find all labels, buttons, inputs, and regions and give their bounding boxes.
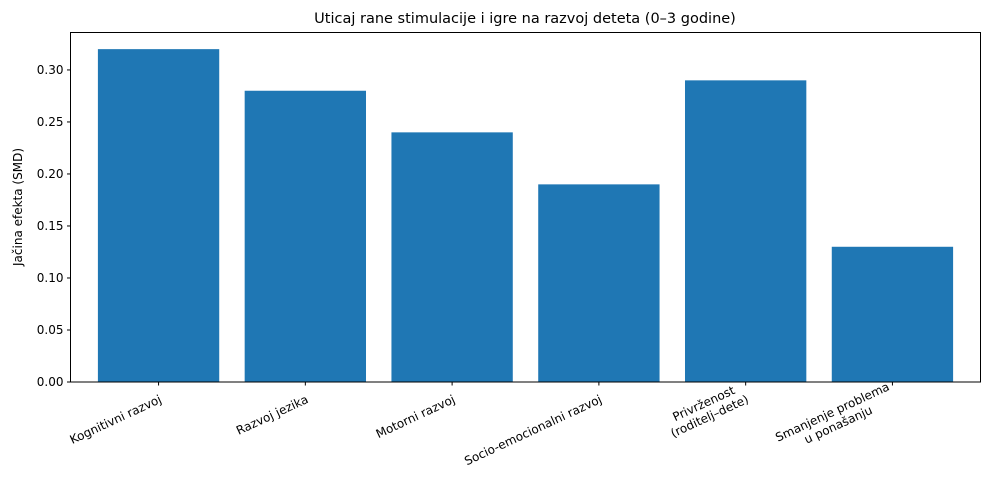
y-tick-label: 0.15 [37,219,64,233]
y-tick-label: 0.20 [37,167,64,181]
x-tick-label: Motorni razvoj [374,392,457,441]
plot-frame [70,32,981,383]
svg-text:Motorni razvoj: Motorni razvoj [374,392,457,441]
x-tick-label: Socio-emocionalni razvoj [462,392,604,468]
y-tick-label: 0.30 [37,63,64,77]
bar [538,184,660,382]
x-tick-label: Privrženost(roditelj–dete) [669,383,751,440]
bar [244,90,367,382]
bar [831,246,954,382]
y-tick-label: 0.05 [37,323,64,337]
y-tick-label: 0.00 [37,375,64,389]
y-tick-label: 0.25 [37,115,64,129]
svg-text:Socio-emocionalni razvoj: Socio-emocionalni razvoj [462,392,604,468]
bar [97,49,220,383]
bar [684,80,807,383]
x-tick-label: Kognitivni razvoj [68,392,164,447]
chart-title: Uticaj rane stimulacije i igre na razvoj… [314,11,736,27]
x-tick-label: Razvoj jezika [234,392,310,438]
bar [391,132,513,382]
svg-text:Razvoj jezika: Razvoj jezika [234,392,310,438]
svg-text:Kognitivni razvoj: Kognitivni razvoj [68,392,164,447]
y-axis-label: Jačina efekta (SMD) [11,148,25,267]
y-tick-label: 0.10 [37,271,64,285]
